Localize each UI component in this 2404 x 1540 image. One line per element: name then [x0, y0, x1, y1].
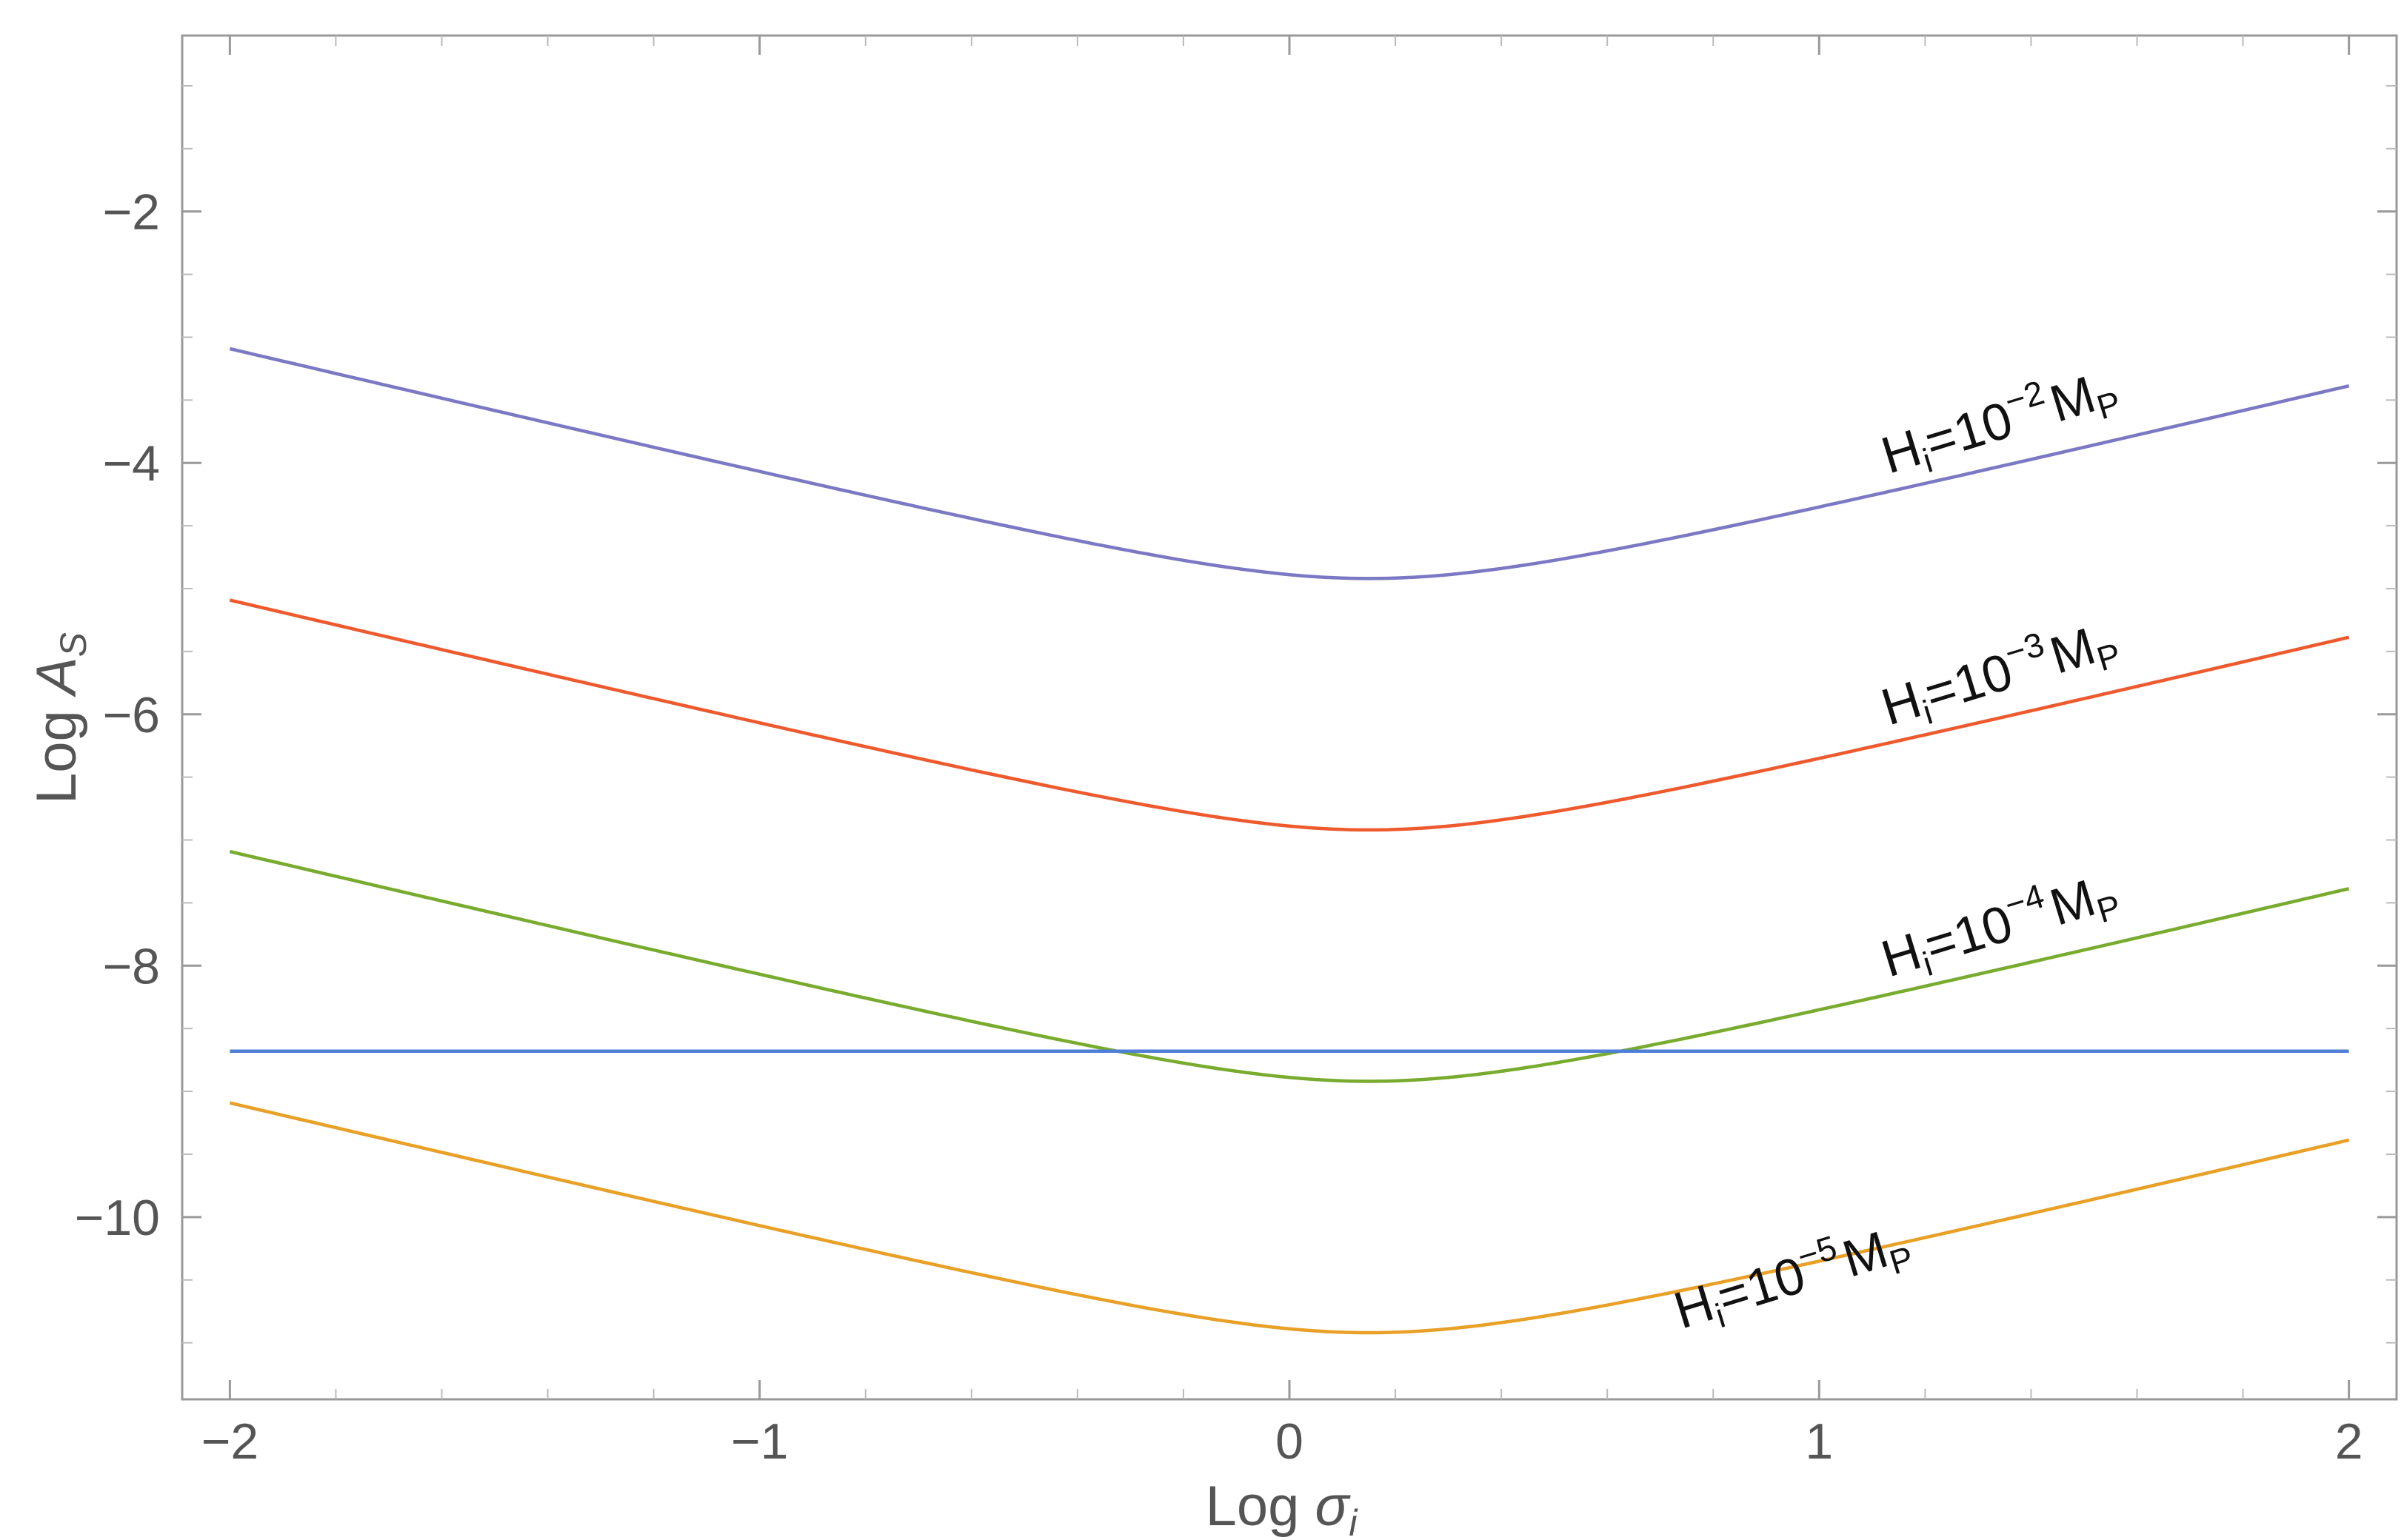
series-line-4	[229, 1101, 2350, 1335]
x-tick-label: 2	[2335, 1413, 2363, 1470]
y-tick-labels: −2 −4 −6 −8 −10	[75, 184, 160, 1246]
y-tick-label: −4	[102, 435, 160, 492]
y-axis-title: Log AS	[25, 632, 94, 804]
series-label: Hi=10−4MP	[1873, 856, 2126, 994]
x-tick-labels: −2 −1 0 1 2	[201, 1413, 2363, 1470]
x-tick-label: −2	[201, 1413, 259, 1470]
plot-frame	[181, 34, 2398, 1401]
series-label: Hi=10−3MP	[1873, 604, 2126, 743]
x-tick-label: −1	[731, 1413, 789, 1470]
series-labels: Hi=10−2MP Hi=10−3MP Hi=10−4MP Hi=10−5MP	[1666, 352, 2126, 1346]
x-axis-title: Log σi	[1206, 1475, 1359, 1540]
series-line-2	[229, 598, 2350, 832]
y-tick-label: −2	[102, 184, 160, 241]
series-label: Hi=10−5MP	[1666, 1208, 1918, 1346]
major-ticks	[182, 36, 2397, 1399]
minor-ticks	[182, 36, 2397, 1399]
series-line-1	[229, 346, 2350, 580]
series-line-3	[229, 849, 2350, 1083]
series-lines	[229, 346, 2350, 1335]
y-tick-label: −6	[102, 687, 160, 743]
x-tick-label: 1	[1805, 1413, 1833, 1470]
series-label: Hi=10−2MP	[1873, 352, 2126, 491]
y-tick-label: −8	[102, 938, 160, 994]
y-tick-label: −10	[75, 1190, 160, 1246]
x-tick-label: 0	[1275, 1413, 1303, 1470]
